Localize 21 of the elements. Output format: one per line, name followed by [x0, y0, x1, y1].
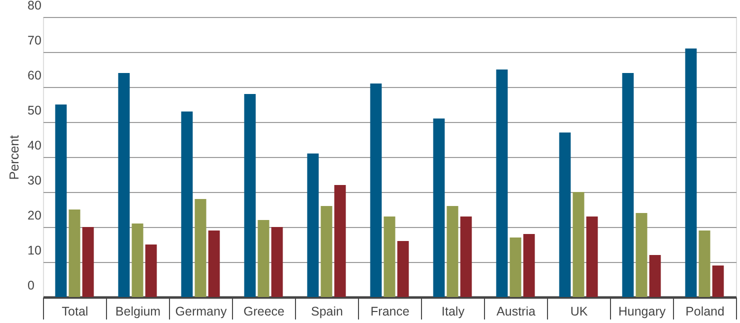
- y-axis-title: Percent: [6, 134, 22, 180]
- x-tick-label: Total: [62, 304, 88, 318]
- y-tick-label: 10: [28, 244, 42, 258]
- y-tick-label: 0: [28, 278, 34, 292]
- x-tick-label: UK: [570, 304, 588, 318]
- x-tick-label: Poland: [686, 304, 724, 318]
- x-tick-label: Germany: [175, 304, 228, 318]
- y-tick-label: 50: [28, 104, 42, 118]
- y-tick-label: 40: [28, 138, 42, 152]
- x-tick-label: Spain: [311, 304, 344, 318]
- x-tick-label: Austria: [496, 304, 536, 318]
- y-tick-label: 20: [28, 208, 42, 222]
- y-tick-label: 70: [28, 34, 42, 48]
- x-tick-label: France: [370, 304, 410, 318]
- x-tick-label: Hungary: [618, 304, 666, 318]
- y-tick-label: 60: [28, 68, 42, 82]
- y-tick-label: 30: [28, 174, 42, 188]
- x-tick-label: Belgium: [115, 304, 161, 318]
- x-tick-label: Greece: [244, 304, 285, 318]
- x-tick-label: Italy: [442, 304, 466, 318]
- y-tick-label: 80: [28, 0, 42, 12]
